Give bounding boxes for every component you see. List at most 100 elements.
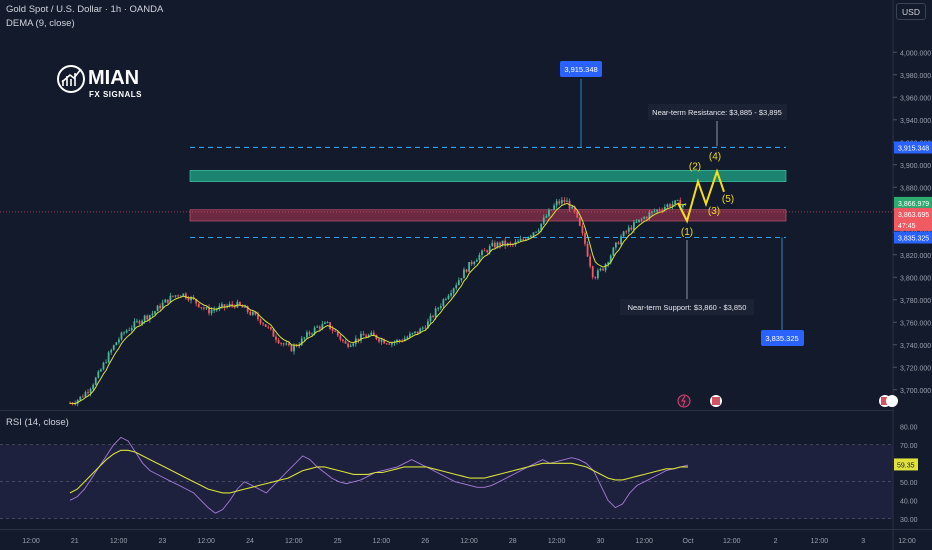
candle-body[interactable] xyxy=(118,339,120,343)
candle-body[interactable] xyxy=(89,389,92,394)
candle-body[interactable] xyxy=(272,329,275,337)
candle-body[interactable] xyxy=(607,262,610,265)
candle-body[interactable] xyxy=(578,217,581,226)
candle-body[interactable] xyxy=(123,332,125,334)
candle-body[interactable] xyxy=(107,352,110,363)
candle-body[interactable] xyxy=(280,343,283,344)
candle-body[interactable] xyxy=(491,242,494,247)
candle-body[interactable] xyxy=(427,321,429,329)
candle-body[interactable] xyxy=(195,299,198,304)
us-flag-event-icon-3[interactable] xyxy=(886,395,898,407)
candle-body[interactable] xyxy=(635,222,638,223)
candle-body[interactable] xyxy=(548,209,550,217)
candle-body[interactable] xyxy=(532,232,535,236)
candle-body[interactable] xyxy=(202,307,205,309)
candle-body[interactable] xyxy=(159,305,162,309)
candle-body[interactable] xyxy=(282,343,285,345)
candle-body[interactable] xyxy=(169,295,172,303)
candle-body[interactable] xyxy=(416,331,419,334)
candle-body[interactable] xyxy=(254,312,257,315)
candle-body[interactable] xyxy=(478,254,481,261)
candle-body[interactable] xyxy=(197,303,200,308)
candle-body[interactable] xyxy=(450,293,453,296)
candle-body[interactable] xyxy=(586,243,589,257)
candle-body[interactable] xyxy=(424,327,427,329)
candle-body[interactable] xyxy=(388,343,391,345)
candle-body[interactable] xyxy=(347,343,350,347)
candle-body[interactable] xyxy=(457,280,460,286)
candle-body[interactable] xyxy=(481,250,483,255)
candle-body[interactable] xyxy=(566,200,568,202)
candle-body[interactable] xyxy=(522,238,525,240)
candle-body[interactable] xyxy=(257,314,259,320)
candle-body[interactable] xyxy=(455,285,458,289)
candle-body[interactable] xyxy=(339,335,342,340)
candle-body[interactable] xyxy=(362,333,365,336)
candle-body[interactable] xyxy=(81,396,84,398)
candle-body[interactable] xyxy=(651,211,653,213)
candle-body[interactable] xyxy=(177,295,180,297)
candle-body[interactable] xyxy=(602,268,604,271)
candle-body[interactable] xyxy=(138,320,141,324)
time-axis[interactable]: 12:00 21 12:00 23 12:00 24 12:00 25 12:00 26 12:00… xyxy=(22,538,916,545)
candle-body[interactable] xyxy=(154,311,156,314)
candle-body[interactable] xyxy=(179,295,182,297)
candle-body[interactable] xyxy=(141,320,144,324)
candle-body[interactable] xyxy=(681,204,684,208)
candle-body[interactable] xyxy=(105,362,107,364)
candle-body[interactable] xyxy=(305,332,308,338)
candle-body[interactable] xyxy=(560,200,563,204)
rsi-pane[interactable]: RSI (14, close)80.0070.0060.0050.0040.00… xyxy=(0,417,918,524)
candle-body[interactable] xyxy=(316,326,319,328)
candle-body[interactable] xyxy=(519,238,522,241)
candle-body[interactable] xyxy=(241,305,244,308)
candle-body[interactable] xyxy=(633,222,635,230)
candle-body[interactable] xyxy=(360,333,362,341)
candle-body[interactable] xyxy=(329,322,331,330)
candle-body[interactable] xyxy=(190,297,192,301)
candle-body[interactable] xyxy=(76,400,79,404)
candle-body[interactable] xyxy=(161,302,164,309)
candle-body[interactable] xyxy=(501,240,504,246)
candle-body[interactable] xyxy=(324,322,326,324)
candle-body[interactable] xyxy=(437,308,440,309)
candle-body[interactable] xyxy=(383,339,386,344)
candle-body[interactable] xyxy=(558,201,561,204)
candle-body[interactable] xyxy=(620,236,622,245)
candle-body[interactable] xyxy=(321,323,324,329)
candle-body[interactable] xyxy=(128,330,131,331)
candle-body[interactable] xyxy=(674,200,677,205)
candle-body[interactable] xyxy=(390,342,393,345)
candle-body[interactable] xyxy=(599,268,602,271)
candle-body[interactable] xyxy=(542,217,545,224)
candle-body[interactable] xyxy=(136,320,138,322)
candle-body[interactable] xyxy=(251,312,254,315)
candle-body[interactable] xyxy=(213,309,216,311)
candle-body[interactable] xyxy=(496,242,499,248)
candle-body[interactable] xyxy=(530,235,532,237)
candle-body[interactable] xyxy=(648,212,651,219)
candle-body[interactable] xyxy=(669,204,671,207)
candle-body[interactable] xyxy=(488,246,491,253)
candle-body[interactable] xyxy=(504,240,507,246)
candle-body[interactable] xyxy=(287,343,290,346)
candle-body[interactable] xyxy=(102,362,105,370)
rsi-legend[interactable]: RSI (14, close) xyxy=(6,417,69,428)
currency-selector[interactable]: USD xyxy=(896,3,926,20)
candle-body[interactable] xyxy=(146,315,149,320)
candle-body[interactable] xyxy=(550,209,553,211)
candle-body[interactable] xyxy=(110,349,113,353)
candle-body[interactable] xyxy=(336,331,339,336)
candle-body[interactable] xyxy=(308,332,311,335)
candle-body[interactable] xyxy=(439,306,442,309)
candle-body[interactable] xyxy=(115,342,118,346)
candle-body[interactable] xyxy=(499,242,501,246)
candle-body[interactable] xyxy=(406,337,409,339)
candle-body[interactable] xyxy=(493,242,496,248)
candle-body[interactable] xyxy=(94,377,97,385)
candle-body[interactable] xyxy=(313,327,316,334)
candle-body[interactable] xyxy=(231,303,234,306)
candle-body[interactable] xyxy=(293,345,295,352)
candle-body[interactable] xyxy=(555,201,558,206)
candle-body[interactable] xyxy=(303,337,306,339)
